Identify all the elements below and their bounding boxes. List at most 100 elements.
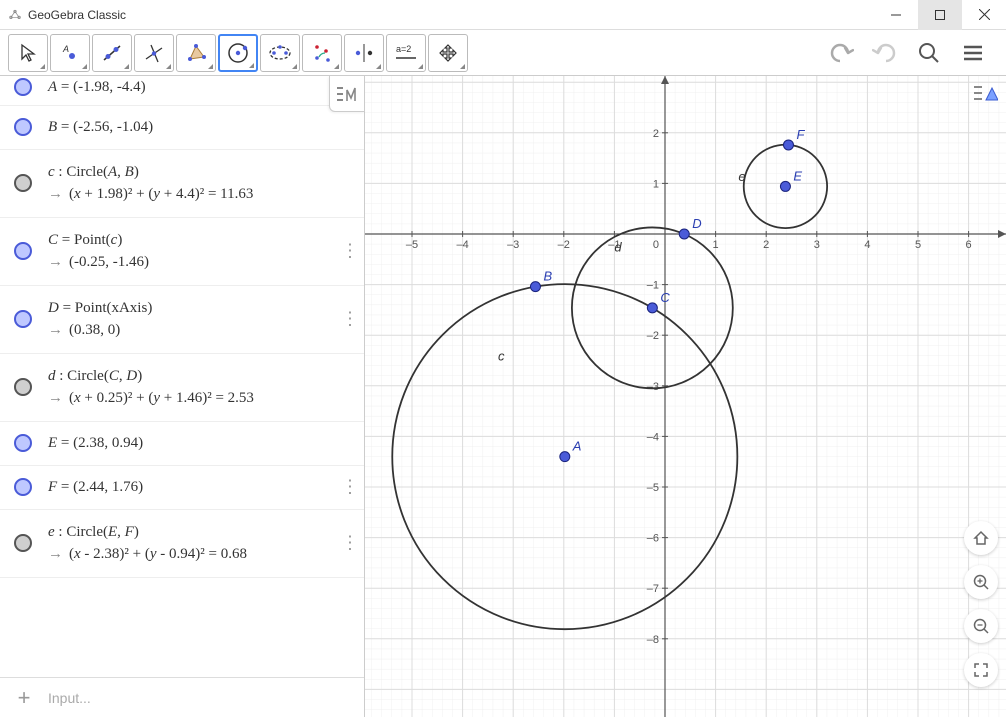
svg-text:3: 3: [814, 239, 820, 251]
algebra-row[interactable]: C = Point(c)→(-0.25, -1.46)⋮: [0, 218, 364, 286]
algebra-row[interactable]: B = (-2.56, -1.04): [0, 106, 364, 150]
tool-polygon[interactable]: [176, 34, 216, 72]
svg-text:–2: –2: [647, 330, 659, 342]
graphics-view[interactable]: –5–4–3–2–1123456–8–7–6–5–4–3–2–1120cdeAB…: [365, 76, 1006, 717]
svg-text:A: A: [62, 44, 69, 54]
svg-text:6: 6: [966, 239, 972, 251]
menu-icon[interactable]: [958, 38, 988, 68]
close-button[interactable]: [962, 0, 1006, 30]
row-expression: C = Point(c)→(-0.25, -1.46): [48, 229, 356, 274]
svg-text:a=2: a=2: [396, 44, 411, 54]
svg-text:0: 0: [653, 239, 659, 251]
visibility-toggle[interactable]: [14, 478, 32, 496]
zoom-in-button[interactable]: [964, 565, 998, 599]
svg-text:–6: –6: [647, 533, 659, 545]
more-icon[interactable]: ⋮: [341, 533, 358, 554]
algebra-list[interactable]: A = (-1.98, -4.4) B = (-2.56, -1.04) c : C…: [0, 76, 364, 677]
svg-text:F: F: [796, 127, 805, 142]
more-icon[interactable]: ⋮: [341, 241, 358, 262]
svg-text:C: C: [660, 290, 670, 305]
window-buttons: [874, 0, 1006, 30]
toolbar: A a=2: [0, 30, 1006, 76]
row-expression: A = (-1.98, -4.4): [48, 76, 356, 99]
input-row: + Input...: [0, 677, 364, 717]
svg-text:–2: –2: [558, 239, 570, 251]
algebra-row[interactable]: c : Circle(A, B)→(x + 1.98)² + (y + 4.4)…: [0, 150, 364, 218]
maximize-button[interactable]: [918, 0, 962, 30]
algebra-row[interactable]: D = Point(xAxis)→(0.38, 0)⋮: [0, 286, 364, 354]
svg-text:5: 5: [915, 239, 921, 251]
visibility-toggle[interactable]: [14, 434, 32, 452]
tool-move-graphics[interactable]: [428, 34, 468, 72]
tool-reflect[interactable]: [344, 34, 384, 72]
row-expression: B = (-2.56, -1.04): [48, 116, 356, 139]
add-button[interactable]: +: [0, 685, 48, 711]
visibility-toggle[interactable]: [14, 310, 32, 328]
row-expression: E = (2.38, 0.94): [48, 432, 356, 455]
content: A = (-1.98, -4.4) B = (-2.56, -1.04) c : C…: [0, 76, 1006, 717]
svg-text:4: 4: [864, 239, 870, 251]
svg-text:–4: –4: [456, 239, 468, 251]
tool-move[interactable]: [8, 34, 48, 72]
svg-text:2: 2: [763, 239, 769, 251]
visibility-toggle[interactable]: [14, 118, 32, 136]
algebra-row[interactable]: e : Circle(E, F)→(x - 2.38)² + (y - 0.94…: [0, 510, 364, 578]
graphics-style-toggle[interactable]: [970, 80, 1000, 106]
row-expression: c : Circle(A, B)→(x + 1.98)² + (y + 4.4)…: [48, 161, 356, 206]
minimize-button[interactable]: [874, 0, 918, 30]
algebra-views-toggle[interactable]: [329, 76, 365, 112]
tool-slider[interactable]: a=2: [386, 34, 426, 72]
input-field[interactable]: Input...: [48, 690, 91, 706]
svg-text:d: d: [614, 240, 622, 255]
app-icon: [8, 8, 22, 22]
visibility-toggle[interactable]: [14, 174, 32, 192]
tool-line[interactable]: [92, 34, 132, 72]
graphics-controls: [964, 521, 998, 687]
tool-angle[interactable]: [302, 34, 342, 72]
visibility-toggle[interactable]: [14, 242, 32, 260]
svg-text:c: c: [498, 349, 505, 364]
undo-button[interactable]: [826, 38, 856, 68]
svg-text:–3: –3: [507, 239, 519, 251]
zoom-out-button[interactable]: [964, 609, 998, 643]
svg-text:A: A: [572, 439, 582, 454]
row-expression: e : Circle(E, F)→(x - 2.38)² + (y - 0.94…: [48, 521, 356, 566]
more-icon[interactable]: ⋮: [341, 477, 358, 498]
tool-perpendicular[interactable]: [134, 34, 174, 72]
algebra-row[interactable]: A = (-1.98, -4.4): [0, 76, 364, 106]
svg-text:–1: –1: [647, 280, 659, 292]
svg-text:–8: –8: [647, 634, 659, 646]
algebra-row[interactable]: F = (2.44, 1.76)⋮: [0, 466, 364, 510]
algebra-row[interactable]: E = (2.38, 0.94): [0, 422, 364, 466]
svg-text:E: E: [793, 168, 802, 183]
search-icon[interactable]: [914, 38, 944, 68]
svg-text:–5: –5: [647, 482, 659, 494]
svg-text:B: B: [543, 269, 552, 284]
window-title: GeoGebra Classic: [28, 8, 126, 22]
svg-text:e: e: [738, 169, 745, 184]
toolbar-right: [826, 38, 998, 68]
tool-point[interactable]: A: [50, 34, 90, 72]
redo-button[interactable]: [870, 38, 900, 68]
tool-conic[interactable]: [260, 34, 300, 72]
graphics-canvas[interactable]: –5–4–3–2–1123456–8–7–6–5–4–3–2–1120cdeAB…: [365, 76, 1006, 717]
visibility-toggle[interactable]: [14, 378, 32, 396]
svg-text:–4: –4: [647, 431, 659, 443]
fullscreen-button[interactable]: [964, 653, 998, 687]
tool-circle[interactable]: [218, 34, 258, 72]
svg-text:1: 1: [713, 239, 719, 251]
row-expression: D = Point(xAxis)→(0.38, 0): [48, 297, 356, 342]
titlebar: GeoGebra Classic: [0, 0, 1006, 30]
svg-text:–5: –5: [406, 239, 418, 251]
row-expression: F = (2.44, 1.76): [48, 476, 356, 499]
algebra-view: A = (-1.98, -4.4) B = (-2.56, -1.04) c : C…: [0, 76, 365, 717]
titlebar-left: GeoGebra Classic: [0, 8, 874, 22]
visibility-toggle[interactable]: [14, 534, 32, 552]
svg-text:–7: –7: [647, 583, 659, 595]
svg-text:2: 2: [653, 128, 659, 140]
home-button[interactable]: [964, 521, 998, 555]
visibility-toggle[interactable]: [14, 78, 32, 96]
more-icon[interactable]: ⋮: [341, 309, 358, 330]
row-expression: d : Circle(C, D)→(x + 0.25)² + (y + 1.46…: [48, 365, 356, 410]
algebra-row[interactable]: d : Circle(C, D)→(x + 0.25)² + (y + 1.46…: [0, 354, 364, 422]
